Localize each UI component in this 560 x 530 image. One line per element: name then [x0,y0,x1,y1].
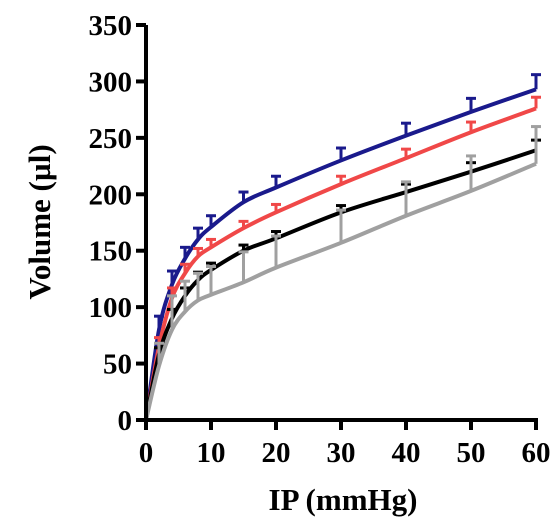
y-tick-label: 100 [89,292,133,324]
y-tick-label: 0 [118,405,133,437]
x-tick-label: 0 [139,437,154,469]
x-tick-label: 30 [327,437,356,469]
series-line [144,161,537,421]
y-tick-label: 150 [89,236,133,268]
x-axis-ticks: 0 10 20 30 40 50 60 [139,420,551,469]
y-tick-label: 50 [103,349,132,381]
x-tick-label: 40 [392,437,421,469]
x-axis-title: IP (mmHg) [269,482,418,517]
y-tick-label: 350 [89,10,133,42]
y-axis-ticks: 0 50 100 150 200 250 300 350 [89,10,146,437]
y-tick-label: 250 [89,123,133,155]
x-tick-label: 10 [197,437,226,469]
x-tick-label: 20 [262,437,291,469]
series-line [144,87,537,421]
y-tick-label: 300 [89,66,133,98]
series-layer [144,73,541,421]
series-1 [144,95,541,421]
x-tick-label: 50 [457,437,486,469]
y-axis-title: Volume (µl) [22,144,57,299]
x-tick-label: 60 [522,437,551,469]
series-3 [144,125,541,421]
series-line [144,148,537,421]
y-tick-label: 200 [89,179,133,211]
series-0 [144,73,541,421]
